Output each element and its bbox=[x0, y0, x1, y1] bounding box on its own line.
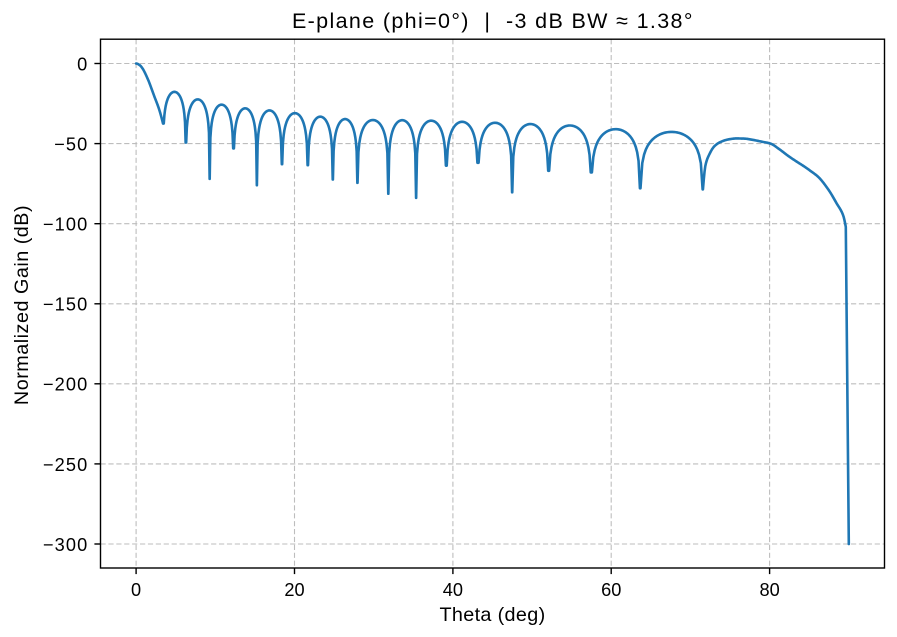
svg-text:−50: −50 bbox=[54, 135, 88, 155]
svg-text:20: 20 bbox=[284, 580, 304, 600]
svg-text:−150: −150 bbox=[43, 295, 88, 315]
svg-text:60: 60 bbox=[601, 580, 621, 600]
svg-text:−100: −100 bbox=[43, 215, 88, 235]
svg-text:−300: −300 bbox=[43, 535, 88, 555]
svg-text:Normalized Gain (dB): Normalized Gain (dB) bbox=[11, 205, 33, 405]
svg-text:Theta (deg): Theta (deg) bbox=[439, 604, 545, 626]
svg-text:−250: −250 bbox=[43, 455, 88, 475]
svg-text:−200: −200 bbox=[43, 375, 88, 395]
svg-text:80: 80 bbox=[759, 580, 779, 600]
svg-text:0: 0 bbox=[77, 54, 88, 74]
svg-text:0: 0 bbox=[131, 580, 141, 600]
svg-text:E-plane (phi=0°) | -3 dB BW: E-plane (phi=0°) | -3 dB BW ≈ 1.38° bbox=[292, 9, 694, 33]
svg-text:40: 40 bbox=[443, 580, 463, 600]
